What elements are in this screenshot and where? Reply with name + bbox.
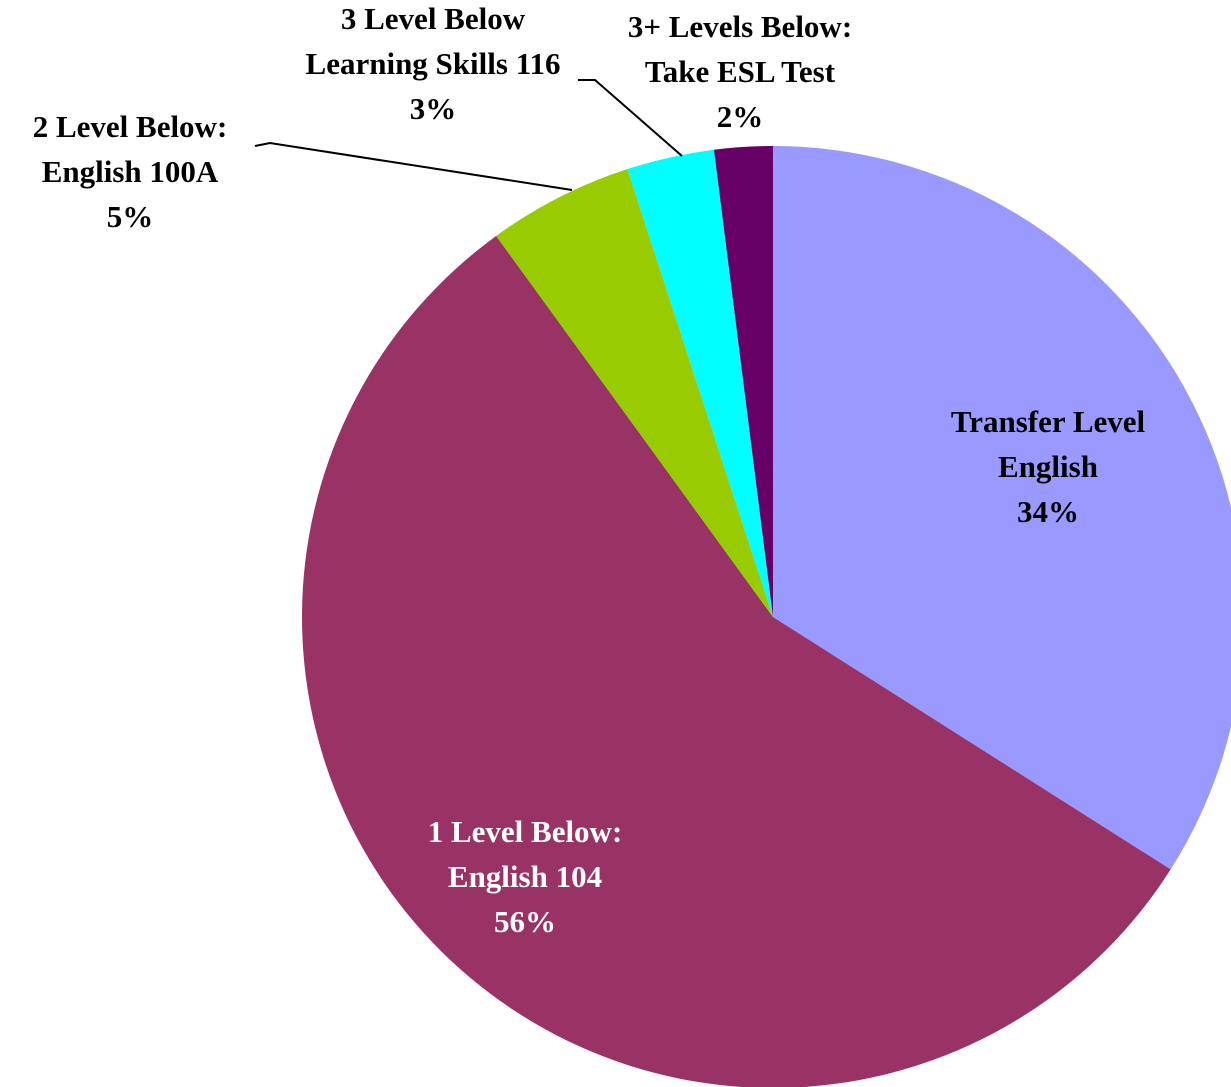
leader-line — [578, 79, 683, 157]
value-label: 34% — [1017, 494, 1079, 529]
slice-label: Learning Skills 116 — [306, 46, 561, 81]
leader-line — [254, 141, 573, 191]
slice-label: English 104 — [448, 859, 602, 894]
value-label: 2% — [717, 99, 764, 134]
slice-label: English 100A — [42, 154, 219, 189]
value-label: 3% — [410, 91, 457, 126]
value-label: 5% — [107, 199, 154, 234]
pie-slice — [302, 235, 1171, 1087]
slice-label: Take ESL Test — [645, 54, 836, 89]
pie — [302, 146, 1231, 1087]
slice-label: English — [998, 449, 1098, 484]
slice-label: 3 Level Below — [341, 1, 526, 36]
labels: Transfer Level English 34% 1 Level Below: En… — [33, 1, 1146, 939]
pie-slice — [713, 146, 773, 617]
slice-label: 3+ Levels Below: — [628, 9, 852, 44]
pie-slice — [496, 169, 773, 618]
pie-slice — [627, 149, 773, 617]
slice-label: Transfer Level — [951, 404, 1146, 439]
leader-lines — [254, 79, 683, 191]
value-label: 56% — [494, 904, 556, 939]
slice-label: 1 Level Below: — [428, 814, 623, 849]
pie-slice — [773, 146, 1231, 870]
slice-label: 2 Level Below: — [33, 109, 228, 144]
